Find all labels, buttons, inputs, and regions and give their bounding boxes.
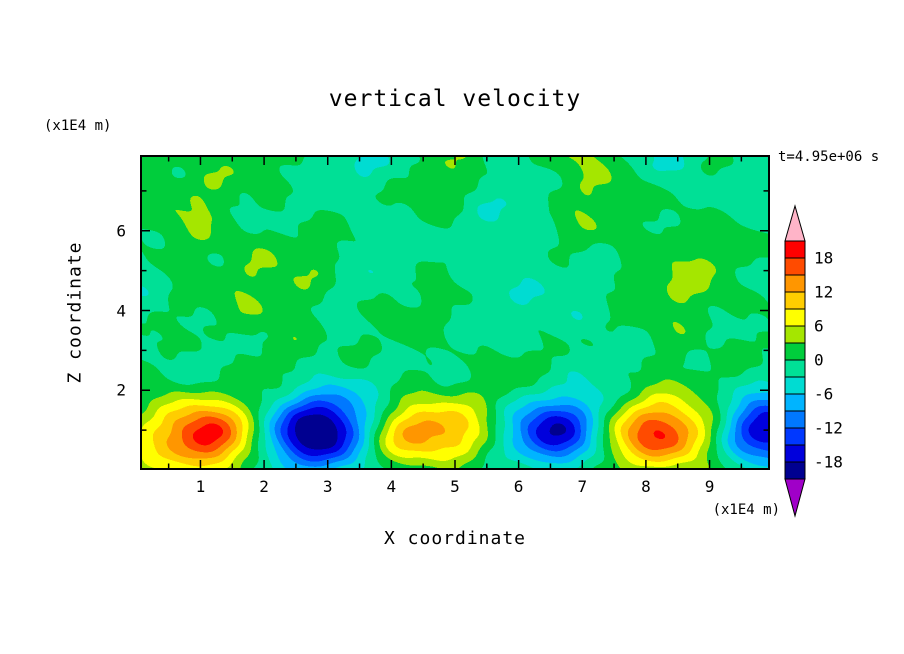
chart-title: vertical velocity	[328, 86, 582, 112]
colorbar	[784, 204, 806, 518]
contour-plot-canvas	[140, 155, 770, 470]
x-tick-label: 2	[259, 477, 269, 496]
colorbar-labels: 18 12 6 0 -6 -12 -18	[814, 203, 868, 523]
time-annotation: t=4.95e+06 s	[778, 149, 880, 165]
y-axis-tick-labels: 2 4 6	[92, 155, 130, 470]
y-tick-label: 2	[116, 380, 126, 400]
x-tick-label: 4	[386, 477, 397, 496]
x-tick-label: 6	[513, 477, 524, 496]
colorbar-tick-label: -18	[814, 452, 843, 472]
y-axis-title-text: Z coordinate	[64, 241, 86, 384]
y-axis-unit-label: (x1E4 m)	[44, 118, 112, 134]
y-axis-title: Z coordinate	[60, 155, 90, 470]
colorbar-tick-label: 6	[814, 316, 824, 336]
colorbar-tick-label: 0	[814, 350, 824, 370]
colorbar-tick-label: -6	[814, 384, 834, 404]
y-tick-label: 6	[116, 221, 126, 241]
x-axis-title: X coordinate	[383, 528, 527, 549]
x-tick-label: 3	[322, 477, 333, 496]
colorbar-tick-label: 18	[814, 248, 834, 268]
x-tick-label: 8	[641, 477, 651, 496]
x-axis-unit-label: (x1E4 m)	[712, 502, 780, 518]
colorbar-tick-label: -12	[814, 418, 843, 438]
x-axis-tick-labels: 1 2 3 4 5 6 7 8 9	[140, 477, 770, 497]
y-tick-label: 4	[116, 301, 126, 320]
x-tick-label: 9	[704, 477, 715, 496]
x-tick-label: 7	[577, 477, 588, 496]
colorbar-tick-label: 12	[814, 282, 834, 302]
x-tick-label: 1	[195, 477, 206, 496]
x-tick-label: 5	[450, 477, 460, 496]
